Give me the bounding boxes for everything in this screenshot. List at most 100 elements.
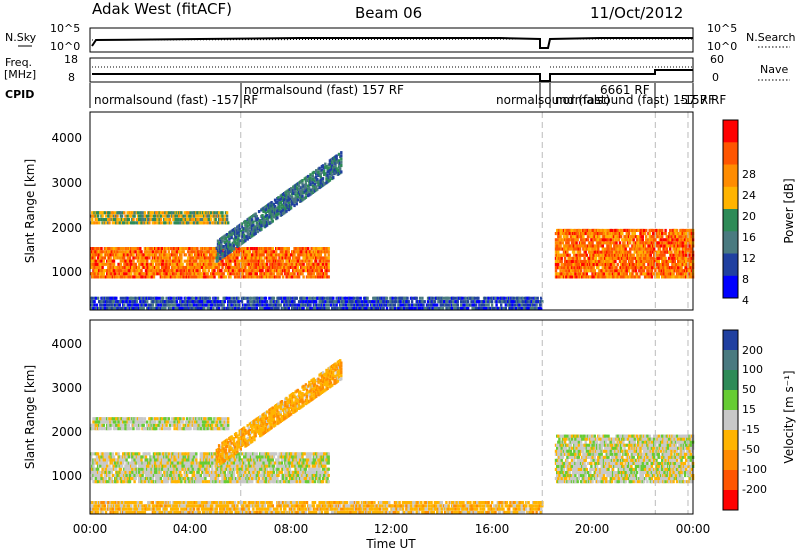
power-cell-4942 [678,272,681,276]
power-cell-3908 [577,263,581,267]
power-cell-570 [177,275,181,279]
power-cell-1249 [280,247,284,251]
power-cell-4292 [614,269,617,273]
power-cell-3378 [426,300,430,304]
power-cell-2010 [233,240,237,244]
power-cell-1901 [217,221,221,225]
power-cell-4453 [629,250,632,254]
power-cell-2261 [286,189,289,193]
power-cell-2490 [337,152,341,156]
power-cell-2896 [237,300,240,304]
power-cell-4137 [599,263,602,267]
power-cell-777 [209,259,213,263]
power-cell-180 [117,253,120,257]
power-cell-2911 [244,303,247,307]
power-cell-4188 [603,247,607,251]
power-cell-4840 [667,241,671,245]
power-cell-3642 [529,306,533,310]
power-cell-2811 [203,306,206,310]
power-cell-722 [201,262,205,266]
power-cell-1995 [230,249,233,253]
power-cell-3203 [358,300,361,304]
power-cell-3889 [575,241,578,245]
power-cell-4133 [598,228,601,232]
power-cell-1688 [140,211,143,215]
power-cell-730 [203,265,206,269]
power-cell-101 [104,262,108,266]
power-cell-603 [182,265,185,269]
power-cell-3554 [495,296,498,300]
power-cell-1618 [114,211,117,215]
power-cell-1414 [308,275,311,279]
power-cell-4312 [615,241,618,245]
power-cell-648 [190,253,193,257]
power-cell-1881 [209,218,213,222]
power-cell-3494 [471,303,474,307]
power-cell-2343 [304,186,308,190]
power-cell-3065 [305,306,309,310]
power-cell-4334 [617,238,620,242]
power-cell-2295 [294,196,297,200]
power-cell-4395 [623,241,626,245]
power-cell-3553 [495,300,498,304]
power-cell-4716 [655,266,658,270]
power-cell-4055 [591,247,594,251]
power-cell-4853 [669,235,672,239]
power-cell-79 [100,253,103,257]
power-cell-4746 [658,269,662,273]
power-cell-1342 [295,256,298,260]
power-cell-4230 [608,266,611,270]
power-cell-1229 [278,265,281,269]
power-cell-3676 [554,259,558,263]
power-cell-2368 [310,188,313,192]
power-cell-3278 [385,306,389,310]
power-cell-3417 [441,306,445,310]
power-cell-2808 [201,303,205,307]
power-cell-835 [219,272,222,276]
power-cell-4647 [648,241,651,245]
power-cell-3622 [521,296,525,300]
power-cell-537 [172,253,175,257]
power-cell-3529 [485,303,488,307]
power-cell-3178 [349,296,352,300]
power-cell-2951 [261,306,264,310]
power-cell-592 [180,256,183,260]
power-cell-4041 [590,244,593,248]
power-cell-2684 [156,296,159,300]
power-cell-1337 [294,247,297,251]
power-cell-1783 [176,218,180,222]
power-cell-2938 [255,303,258,307]
power-cell-1131 [262,250,265,254]
power-cell-1385 [302,247,305,251]
power-cell-1535 [325,272,328,276]
power-cell-1259 [283,265,286,269]
power-cell-4083 [593,232,596,236]
power-cell-598 [181,262,184,266]
power-cell-4128 [598,250,601,254]
power-cell-4616 [645,238,648,242]
power-cell-2995 [278,296,281,300]
power-cell-4344 [618,241,622,245]
power-cell-4659 [649,253,652,257]
power-cell-1811 [185,214,189,218]
power-cell-3493 [471,306,474,310]
power-cell-1479 [317,272,320,276]
power-cell-1834 [193,211,197,215]
power-cell-1447 [312,265,316,269]
power-cell-3602 [514,306,518,310]
power-cell-3711 [558,275,561,279]
power-cell-1402 [305,259,309,263]
power-cell-2517 [94,296,97,300]
power-cell-4514 [635,272,639,276]
power-cell-2408 [319,175,322,179]
power-cell-1382 [302,256,305,260]
power-cell-2879 [230,300,233,304]
power-cell-1371 [300,262,303,266]
power-cell-488 [165,259,168,263]
power-cell-3913 [577,244,581,248]
power-cell-3598 [512,300,515,304]
power-cell-728 [203,272,206,276]
power-cell-1627 [117,218,120,222]
power-cell-726 [201,247,205,251]
power-cell-192 [119,265,123,269]
